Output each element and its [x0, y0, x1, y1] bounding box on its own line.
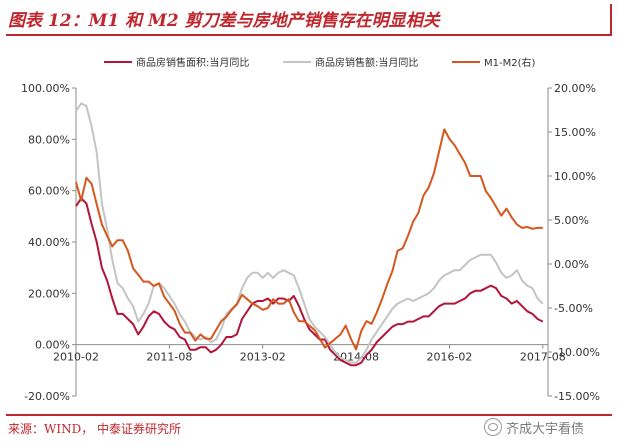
x-tick-label: 2013-02: [240, 351, 286, 364]
legend-label-1: 商品房销售面积:当月同比: [136, 56, 249, 69]
y-left-tick-label: 60.00%: [28, 185, 70, 198]
legend-label-2: 商品房销售额:当月同比: [315, 56, 418, 69]
y-right-tick-label: 5.00%: [554, 214, 589, 227]
x-tick-label: 2017-08: [520, 351, 566, 364]
watermark-text: 齐成大宇看债: [506, 421, 585, 437]
legend-label-3: M1-M2(右): [484, 56, 535, 69]
y-right-tick-label: -10.00%: [554, 346, 600, 359]
x-tick-label: 2010-02: [53, 351, 99, 364]
y-right-tick-label: 15.00%: [554, 126, 596, 139]
y-left-tick-label: 40.00%: [28, 236, 70, 249]
y-right-tick-label: -5.00%: [554, 302, 593, 315]
y-left-tick-label: 0.00%: [35, 339, 70, 352]
source-note: 来源：WIND， 中泰证券研究所: [8, 422, 182, 436]
footer-divider: [6, 414, 612, 416]
y-left-tick-label: 20.00%: [28, 287, 70, 300]
y-right-tick-label: -15.00%: [554, 390, 600, 403]
title-bar: 图表 12：M1 和 M2 剪刀差与房地产销售存在明显相关: [0, 0, 617, 34]
title-bracket: [610, 4, 612, 34]
series-line-1: [75, 197, 544, 367]
y-right-tick-label: 0.00%: [554, 258, 589, 271]
y-left-tick-label: 100.00%: [21, 82, 70, 95]
y-right-tick-label: 20.00%: [554, 82, 596, 95]
watermark: 齐成大宇看债: [484, 414, 612, 440]
x-tick-label: 2016-02: [426, 351, 472, 364]
wechat-icon: [484, 418, 502, 436]
series-line-3: [75, 128, 543, 351]
x-tick-label: 2011-08: [146, 351, 192, 364]
y-left-tick-label: 80.00%: [28, 133, 70, 146]
chart-title: 图表 12：M1 和 M2 剪刀差与房地产销售存在明显相关: [8, 11, 440, 31]
chart-area: -20.00% 0.00% 20.00% 40.00% 60.00% 80.00% 100.…: [21, 56, 600, 403]
y-right-tick-label: 10.00%: [554, 170, 596, 183]
title-divider: [6, 34, 612, 36]
y-left-tick-label: -20.00%: [24, 390, 70, 403]
